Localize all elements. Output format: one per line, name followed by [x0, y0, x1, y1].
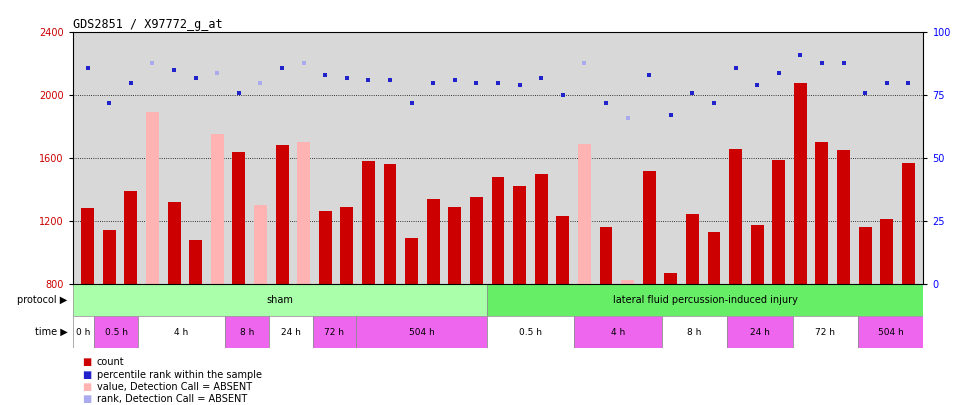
- Bar: [513, 186, 526, 284]
- Bar: [859, 227, 871, 284]
- Bar: [297, 142, 310, 284]
- Text: ■: ■: [82, 358, 92, 367]
- Bar: [312, 316, 356, 348]
- Bar: [487, 284, 923, 316]
- Bar: [95, 316, 138, 348]
- Text: 24 h: 24 h: [749, 328, 770, 337]
- Bar: [276, 145, 288, 284]
- Text: percentile rank within the sample: percentile rank within the sample: [97, 370, 262, 379]
- Bar: [858, 316, 923, 348]
- Bar: [815, 142, 829, 284]
- Text: time ▶: time ▶: [35, 327, 68, 337]
- Bar: [793, 316, 858, 348]
- Text: value, Detection Call = ABSENT: value, Detection Call = ABSENT: [97, 382, 251, 392]
- Text: 8 h: 8 h: [240, 328, 254, 337]
- Bar: [146, 113, 159, 284]
- Text: lateral fluid percussion-induced injury: lateral fluid percussion-induced injury: [613, 295, 798, 305]
- Text: protocol ▶: protocol ▶: [17, 295, 68, 305]
- Bar: [773, 160, 785, 284]
- Bar: [269, 316, 312, 348]
- Text: 72 h: 72 h: [324, 328, 344, 337]
- Bar: [405, 238, 418, 284]
- Bar: [902, 163, 915, 284]
- Bar: [686, 214, 699, 284]
- Bar: [225, 316, 269, 348]
- Text: 504 h: 504 h: [409, 328, 434, 337]
- Text: GDS2851 / X97772_g_at: GDS2851 / X97772_g_at: [73, 18, 222, 31]
- Bar: [491, 177, 505, 284]
- Text: count: count: [97, 358, 125, 367]
- Bar: [664, 273, 677, 283]
- Text: 4 h: 4 h: [174, 328, 189, 337]
- Text: 504 h: 504 h: [878, 328, 903, 337]
- Bar: [574, 316, 661, 348]
- Bar: [73, 284, 487, 316]
- Bar: [138, 316, 225, 348]
- Bar: [384, 164, 396, 284]
- Bar: [729, 149, 742, 284]
- Bar: [340, 207, 353, 284]
- Bar: [426, 199, 440, 284]
- Text: 0 h: 0 h: [76, 328, 91, 337]
- Bar: [556, 216, 570, 284]
- Text: 0.5 h: 0.5 h: [104, 328, 128, 337]
- Bar: [470, 197, 483, 284]
- Text: sham: sham: [266, 295, 293, 305]
- Text: 24 h: 24 h: [280, 328, 301, 337]
- Bar: [837, 150, 850, 284]
- Bar: [487, 316, 574, 348]
- Bar: [167, 202, 181, 284]
- Bar: [750, 226, 764, 284]
- Bar: [190, 239, 202, 284]
- Bar: [880, 219, 894, 284]
- Bar: [232, 151, 246, 284]
- Bar: [727, 316, 793, 348]
- Text: ■: ■: [82, 394, 92, 404]
- Text: ■: ■: [82, 382, 92, 392]
- Text: 8 h: 8 h: [688, 328, 702, 337]
- Bar: [211, 134, 223, 284]
- Text: 4 h: 4 h: [611, 328, 625, 337]
- Bar: [73, 316, 95, 348]
- Bar: [362, 161, 375, 284]
- Bar: [794, 83, 806, 284]
- Bar: [254, 205, 267, 284]
- Text: 0.5 h: 0.5 h: [519, 328, 542, 337]
- Bar: [535, 174, 547, 284]
- Text: rank, Detection Call = ABSENT: rank, Detection Call = ABSENT: [97, 394, 247, 404]
- Bar: [643, 171, 656, 284]
- Bar: [356, 316, 487, 348]
- Bar: [578, 144, 591, 284]
- Bar: [125, 191, 137, 284]
- Bar: [319, 211, 332, 284]
- Bar: [600, 227, 612, 284]
- Bar: [449, 207, 461, 284]
- Bar: [708, 232, 720, 284]
- Bar: [103, 230, 116, 284]
- Bar: [621, 280, 634, 284]
- Text: ■: ■: [82, 370, 92, 379]
- Text: 72 h: 72 h: [815, 328, 835, 337]
- Bar: [81, 208, 94, 284]
- Bar: [661, 316, 727, 348]
